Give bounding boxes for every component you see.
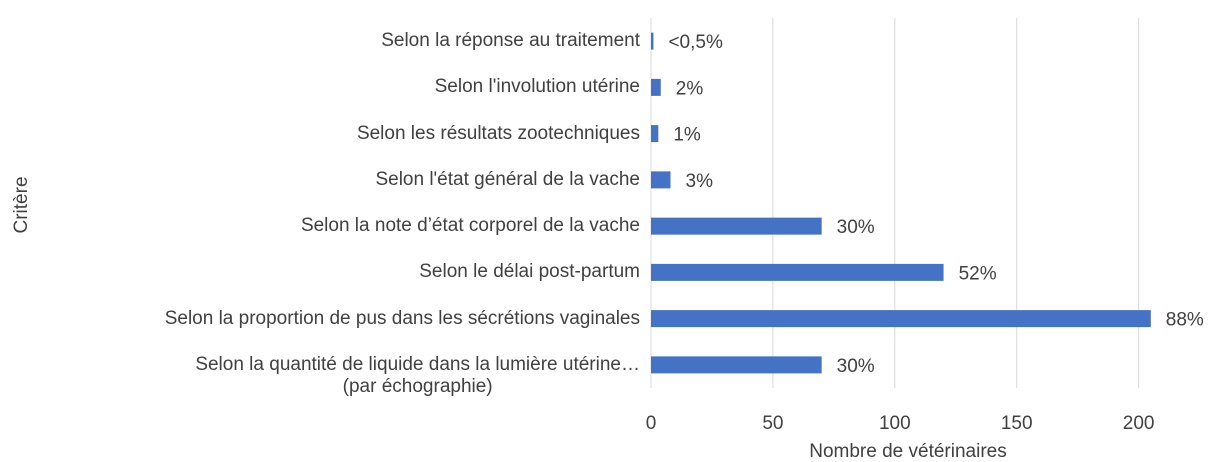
x-tick-label: 50 xyxy=(762,413,783,434)
y-tick-label: Selon le délai post-partum xyxy=(419,261,640,283)
data-label: 52% xyxy=(959,263,997,284)
x-tick-label: 200 xyxy=(1123,413,1155,434)
data-label: 30% xyxy=(837,356,875,377)
y-tick-label: Selon l'involution utérine xyxy=(434,76,640,98)
y-tick-label: Selon la quantité de liquide dans la lum… xyxy=(195,353,640,397)
y-tick-label: Selon l'état général de la vache xyxy=(375,168,640,190)
y-tick-label: Selon la proportion de pus dans les sécr… xyxy=(164,307,640,329)
x-axis-title: Nombre de vétérinaires xyxy=(809,441,1006,462)
data-label: <0,5% xyxy=(668,32,723,53)
bar xyxy=(651,356,822,374)
bar xyxy=(651,263,944,281)
y-tick-label: Selon la note d’état corporel de la vach… xyxy=(300,215,640,237)
bar xyxy=(651,171,671,189)
x-tick-label: 100 xyxy=(879,413,911,434)
y-tick-label: Selon la réponse au traitement xyxy=(381,30,640,52)
y-axis-title: Critère xyxy=(11,176,32,233)
bar xyxy=(651,310,1151,328)
data-label: 2% xyxy=(676,78,704,99)
y-tick-label: Selon les résultats zootechniques xyxy=(356,122,640,144)
x-tick-label: 150 xyxy=(1001,413,1033,434)
x-tick-label: 0 xyxy=(646,413,657,434)
bar xyxy=(651,78,661,96)
bar xyxy=(651,125,659,143)
data-label: 30% xyxy=(837,217,875,238)
data-label: 3% xyxy=(686,171,714,192)
bar xyxy=(651,32,654,50)
data-label: 1% xyxy=(673,125,701,146)
data-label: 88% xyxy=(1166,310,1204,331)
bar xyxy=(651,217,822,235)
